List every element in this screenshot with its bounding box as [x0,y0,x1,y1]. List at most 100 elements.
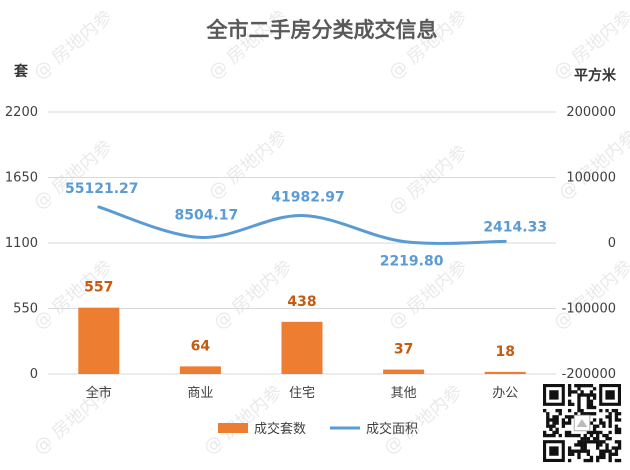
qr-module [608,458,612,463]
y-right-axis-label: 平方米 [574,67,617,84]
qr-module [586,399,590,403]
qr-module [605,443,609,447]
qr-module [561,418,566,422]
qr-module [611,408,615,413]
line-data-label: 55121.27 [65,181,139,197]
legend-label-bar: 成交套数 [254,421,306,437]
qr-module [555,421,559,425]
qr-module [549,433,553,438]
qr-module [583,433,587,438]
qr-module [602,421,606,425]
bar [281,321,323,374]
qr-module [596,440,600,444]
qr-module [564,421,569,425]
qr-module [592,440,597,444]
qr-logo-mark [576,418,588,428]
qr-module [592,437,597,441]
y-left-tick-labels: 0 550 1100 1650 2200 [5,105,38,382]
bar-series [78,307,526,374]
qr-module [567,408,572,413]
qr-module [552,430,556,435]
bar-data-labels: 557 64 438 37 18 [84,280,515,360]
watermark-text: @ 房地内参 [550,256,630,334]
qr-module [599,430,603,435]
qr-module [589,440,594,444]
bar [484,371,526,374]
qr-module [599,440,603,444]
qr-module [596,446,600,450]
qr-module [589,433,594,438]
qr-module [577,405,581,410]
y-right-tick-labels: -200000 -100000 0 100000 200000 [562,105,616,382]
qr-module [586,396,590,400]
qr-module [567,384,572,388]
qr-module [608,430,612,435]
qr-module [592,418,597,422]
bar [78,307,120,374]
qr-module [586,458,590,463]
qr-module [546,418,550,422]
y-right-tick: 200000 [566,105,616,120]
qr-module [583,384,587,388]
y-right-tick: 100000 [566,171,616,186]
qr-module [614,415,619,419]
qr-module [567,415,572,419]
qr-module [589,458,594,463]
qr-module [605,437,609,441]
qr-module [552,415,556,419]
qr-module [567,418,572,422]
qr-module [617,418,622,422]
x-category-label: 办公 [492,386,518,401]
qr-module [580,408,584,413]
y-left-tick: 0 [30,367,38,382]
qr-module [589,421,594,425]
qr-module [577,408,581,413]
qr-module [605,446,609,450]
qr-module [599,421,603,425]
qr-module [574,443,578,447]
qr-module [586,452,590,456]
qr-module [589,430,594,435]
y-left-tick: 1100 [5,236,38,251]
qr-module [614,412,619,416]
qr-module [577,449,581,453]
qr-module [592,427,597,431]
watermark-text: @ 房地内参 [30,6,117,84]
x-category-label: 商业 [187,386,213,401]
qr-module [567,421,572,425]
qr-module [567,446,572,450]
qr-module [567,399,572,403]
qr-module [546,421,550,425]
qr-module [574,384,578,388]
qr-module [574,449,578,453]
x-category-label: 住宅 [289,386,315,401]
qr-module [577,387,581,391]
qr-module [567,449,572,453]
x-category-label: 其他 [391,386,417,401]
qr-module [567,393,572,397]
qr-module [577,393,581,397]
qr-module [608,415,612,419]
qr-module [580,384,584,388]
qr-module [586,402,590,407]
qr-module [580,390,584,394]
qr-module [596,437,600,441]
qr-module [617,446,622,450]
watermark-text: @ 房地内参 [30,136,117,214]
qr-module [586,437,590,441]
qr-module [614,427,619,431]
qr-module [555,427,559,431]
qr-module [552,421,556,425]
qr-module [555,430,559,435]
qr-module [574,390,578,394]
qr-module [580,446,584,450]
qr-module [567,390,572,394]
qr-module [599,455,603,460]
qr-module [592,424,597,428]
bar [179,366,221,374]
qr-module [605,415,609,419]
qr-module [592,396,597,400]
qr-module [596,430,600,435]
qr-module [596,443,600,447]
qr-module [608,421,612,425]
